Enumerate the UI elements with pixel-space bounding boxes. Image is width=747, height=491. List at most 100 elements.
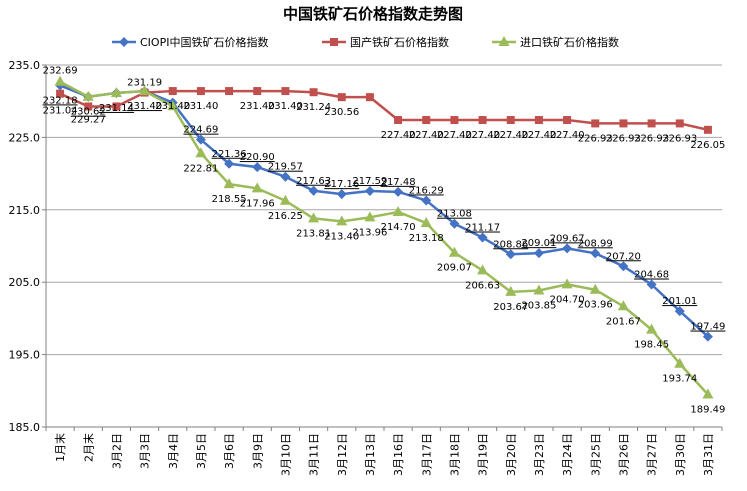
x-tick-label: 3月13日 — [364, 433, 377, 476]
data-label: 217.96 — [240, 198, 275, 209]
data-label: 197.49 — [690, 322, 725, 333]
x-tick-label: 3月25日 — [589, 433, 602, 476]
data-label: 216.29 — [409, 185, 444, 196]
point-marker — [330, 38, 338, 46]
point-marker — [450, 116, 459, 125]
point-marker — [253, 87, 262, 96]
point-marker — [618, 261, 629, 272]
point-marker — [308, 185, 319, 196]
point-marker — [589, 283, 601, 294]
x-tick-label: 3月18日 — [448, 433, 461, 476]
data-label: 209.67 — [550, 233, 585, 244]
point-marker — [392, 205, 404, 216]
data-label: 219.57 — [268, 162, 303, 173]
data-label: 231.19 — [127, 78, 162, 89]
point-marker — [420, 216, 432, 227]
point-marker — [337, 93, 346, 102]
x-tick-label: 2月末 — [81, 433, 95, 462]
x-tick-label: 3月24日 — [561, 433, 574, 476]
x-tick-label: 3月6日 — [223, 433, 236, 469]
data-label: 232.69 — [43, 66, 78, 77]
data-label: 231.40 — [127, 101, 162, 112]
point-marker — [477, 232, 488, 243]
point-marker — [225, 87, 234, 96]
data-label: 207.20 — [606, 251, 641, 262]
data-label: 209.07 — [437, 263, 472, 274]
data-label: 204.68 — [634, 270, 669, 281]
point-marker — [168, 87, 177, 96]
point-marker — [252, 162, 263, 173]
data-label: 231.40 — [268, 101, 303, 112]
chart-title: 中国铁矿石价格指数走势图 — [283, 5, 463, 23]
point-marker — [702, 388, 714, 399]
point-marker — [505, 285, 517, 296]
data-label: 231.40 — [183, 101, 218, 112]
data-label: 227.40 — [465, 130, 500, 141]
data-label: 230.62 — [71, 107, 106, 118]
point-marker — [478, 116, 487, 125]
data-label: 229.27 — [71, 114, 106, 125]
series-line — [59, 84, 709, 338]
point-marker — [365, 93, 374, 102]
data-label: 231.14 — [99, 103, 134, 114]
x-tick-label: 3月26日 — [617, 433, 630, 476]
data-label: 213.40 — [324, 231, 359, 242]
data-label: 203.67 — [493, 302, 528, 313]
x-tick-label: 3月12日 — [336, 433, 349, 476]
point-marker — [562, 243, 573, 254]
data-label: 227.40 — [521, 130, 556, 141]
point-marker — [674, 357, 686, 368]
x-tick-label: 1月末 — [53, 433, 67, 462]
data-label: 217.48 — [381, 177, 416, 188]
point-marker — [364, 186, 375, 197]
point-marker — [590, 248, 601, 259]
point-marker — [675, 119, 684, 128]
data-label: 226.93 — [606, 133, 641, 144]
data-label: 226.93 — [662, 133, 697, 144]
data-label: 230.56 — [324, 107, 359, 118]
x-tick-label: 3月30日 — [674, 433, 687, 476]
data-label: 204.70 — [550, 294, 585, 305]
x-tick-label: 3月5日 — [195, 433, 208, 469]
x-tick-label: 3月10日 — [279, 433, 292, 476]
data-label: 209.01 — [521, 238, 556, 249]
data-label: 221.36 — [212, 149, 247, 160]
point-marker — [224, 158, 235, 169]
series-1 — [55, 80, 713, 342]
data-label: 227.40 — [550, 130, 585, 141]
data-label: 203.85 — [521, 301, 556, 312]
point-marker — [498, 36, 510, 46]
data-label: 227.40 — [409, 130, 444, 141]
data-label: 231.40 — [155, 101, 190, 112]
data-label: 213.96 — [352, 227, 387, 238]
data-label: 193.74 — [662, 374, 697, 385]
axes: 185.0 195.0 205.0 215.0 225.0 235.0 1月末 2月末 3月2日… — [9, 59, 723, 476]
point-marker — [196, 87, 205, 96]
legend-item: 国产铁矿石价格指数 — [322, 35, 449, 49]
point-marker — [449, 218, 460, 229]
point-marker — [561, 278, 573, 289]
x-tick-label: 3月31日 — [702, 433, 715, 476]
x-tick-label: 3月27日 — [646, 433, 659, 476]
y-tick-label: 185.0 — [9, 421, 41, 434]
data-label: 189.49 — [690, 404, 725, 415]
point-marker — [674, 306, 685, 317]
point-marker — [617, 300, 629, 311]
data-label: 198.45 — [634, 340, 669, 351]
data-label: 227.40 — [493, 130, 528, 141]
point-marker — [223, 178, 235, 189]
data-label: 201.01 — [662, 296, 697, 307]
data-label: 211.17 — [465, 223, 500, 234]
data-label: 216.25 — [268, 211, 303, 222]
x-tick-label: 3月4日 — [167, 433, 180, 469]
point-marker — [364, 211, 376, 222]
data-label: 227.40 — [381, 130, 416, 141]
data-label: 213.18 — [409, 233, 444, 244]
data-label: 206.63 — [465, 280, 500, 291]
x-tick-label: 3月16日 — [392, 433, 405, 476]
data-label: 232.18 — [43, 95, 78, 106]
point-marker — [336, 189, 347, 200]
point-marker — [563, 116, 572, 125]
point-marker — [54, 75, 66, 86]
